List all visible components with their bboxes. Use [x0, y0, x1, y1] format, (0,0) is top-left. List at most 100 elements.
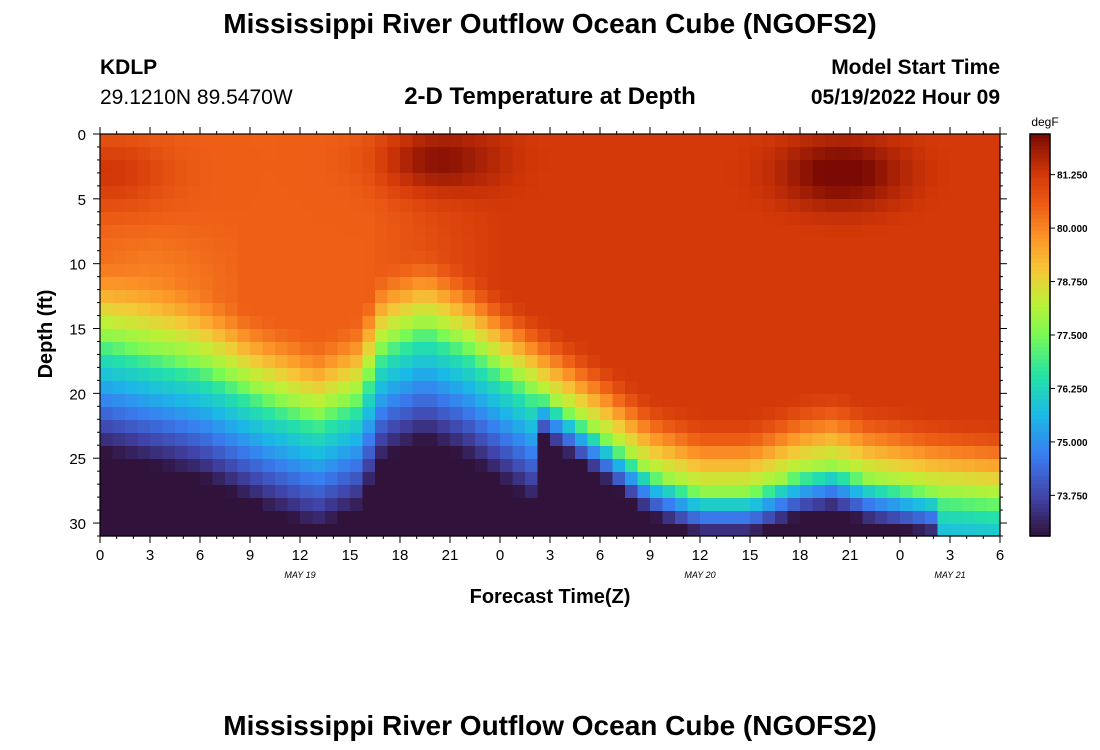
heatmap-cell: [875, 342, 889, 356]
heatmap-cell: [987, 433, 1001, 447]
heatmap-cell: [687, 342, 701, 356]
heatmap-cell: [700, 459, 714, 473]
heatmap-cell: [212, 173, 226, 187]
heatmap-cell: [337, 290, 351, 304]
heatmap-cell: [137, 147, 151, 161]
heatmap-cell: [875, 355, 889, 369]
heatmap-cell: [475, 381, 489, 395]
heatmap-cell: [112, 459, 126, 473]
heatmap-cell: [675, 277, 689, 291]
heatmap-cell: [975, 511, 989, 525]
heatmap-cell: [562, 238, 576, 252]
heatmap-cell: [687, 368, 701, 382]
heatmap-cell: [712, 459, 726, 473]
heatmap-cell: [337, 199, 351, 213]
heatmap-cell: [762, 355, 776, 369]
heatmap-cell: [362, 134, 376, 148]
heatmap-cell: [912, 277, 926, 291]
heatmap-cell: [825, 303, 839, 317]
heatmap-cell: [437, 420, 451, 434]
heatmap-cell: [100, 329, 114, 343]
heatmap-cell: [800, 316, 814, 330]
heatmap-cell: [162, 134, 176, 148]
heatmap-cell: [800, 446, 814, 460]
heatmap-cell: [362, 186, 376, 200]
heatmap-cell: [225, 316, 239, 330]
heatmap-cell: [762, 251, 776, 265]
heatmap-cell: [837, 446, 851, 460]
heatmap-cell: [487, 381, 501, 395]
heatmap-cell: [250, 498, 264, 512]
heatmap-cell: [837, 524, 851, 537]
heatmap-cell: [700, 251, 714, 265]
heatmap-cell: [462, 147, 476, 161]
heatmap-cell: [650, 342, 664, 356]
heatmap-cell: [437, 160, 451, 174]
heatmap-cell: [175, 225, 189, 239]
heatmap-cell: [225, 290, 239, 304]
heatmap-cell: [675, 433, 689, 447]
heatmap-cell: [912, 355, 926, 369]
heatmap-cell: [425, 173, 439, 187]
heatmap-cell: [412, 368, 426, 382]
heatmap-cell: [462, 277, 476, 291]
heatmap-cell: [775, 472, 789, 486]
heatmap-cell: [775, 238, 789, 252]
heatmap-cell: [875, 472, 889, 486]
heatmap-cell: [350, 394, 364, 408]
heatmap-cell: [325, 251, 339, 265]
heatmap-cell: [175, 446, 189, 460]
colorbar-segment: [1030, 351, 1050, 356]
heatmap-cell: [337, 238, 351, 252]
heatmap-cell: [962, 212, 976, 226]
heatmap-cell: [100, 446, 114, 460]
heatmap-cell: [562, 173, 576, 187]
heatmap-cell: [112, 225, 126, 239]
heatmap-cell: [650, 420, 664, 434]
heatmap-cell: [662, 433, 676, 447]
heatmap-cell: [187, 186, 201, 200]
heatmap-cell: [100, 394, 114, 408]
heatmap-cell: [875, 173, 889, 187]
heatmap-cell: [500, 342, 514, 356]
heatmap-cell: [675, 407, 689, 421]
heatmap-cell: [625, 134, 639, 148]
heatmap-cell: [300, 329, 314, 343]
heatmap-cell: [175, 394, 189, 408]
heatmap-cell: [950, 407, 964, 421]
heatmap-cell: [925, 290, 939, 304]
heatmap-cell: [587, 355, 601, 369]
heatmap-cell: [425, 355, 439, 369]
heatmap-cell: [200, 303, 214, 317]
heatmap-cell: [950, 446, 964, 460]
heatmap-cell: [900, 355, 914, 369]
heatmap-cell: [287, 420, 301, 434]
heatmap-cell: [825, 160, 839, 174]
heatmap-cell: [350, 498, 364, 512]
heatmap-cell: [837, 329, 851, 343]
heatmap-cell: [487, 329, 501, 343]
heatmap-cell: [187, 394, 201, 408]
heatmap-cell: [887, 342, 901, 356]
heatmap-cell: [500, 394, 514, 408]
heatmap-cell: [487, 485, 501, 499]
heatmap-cell: [300, 212, 314, 226]
heatmap-cell: [725, 329, 739, 343]
heatmap-cell: [262, 498, 276, 512]
heatmap-cell: [875, 485, 889, 499]
heatmap-cell: [612, 394, 626, 408]
heatmap-cell: [950, 134, 964, 148]
heatmap-cell: [987, 394, 1001, 408]
heatmap-cell: [400, 498, 414, 512]
heatmap-cell: [562, 459, 576, 473]
heatmap-cell: [687, 277, 701, 291]
heatmap-cell: [150, 420, 164, 434]
heatmap-cell: [700, 199, 714, 213]
heatmap-cell: [812, 485, 826, 499]
heatmap-cell: [762, 316, 776, 330]
heatmap-cell: [625, 147, 639, 161]
heatmap-cell: [800, 134, 814, 148]
heatmap-cell: [137, 160, 151, 174]
heatmap-cell: [787, 316, 801, 330]
heatmap-cell: [125, 420, 139, 434]
